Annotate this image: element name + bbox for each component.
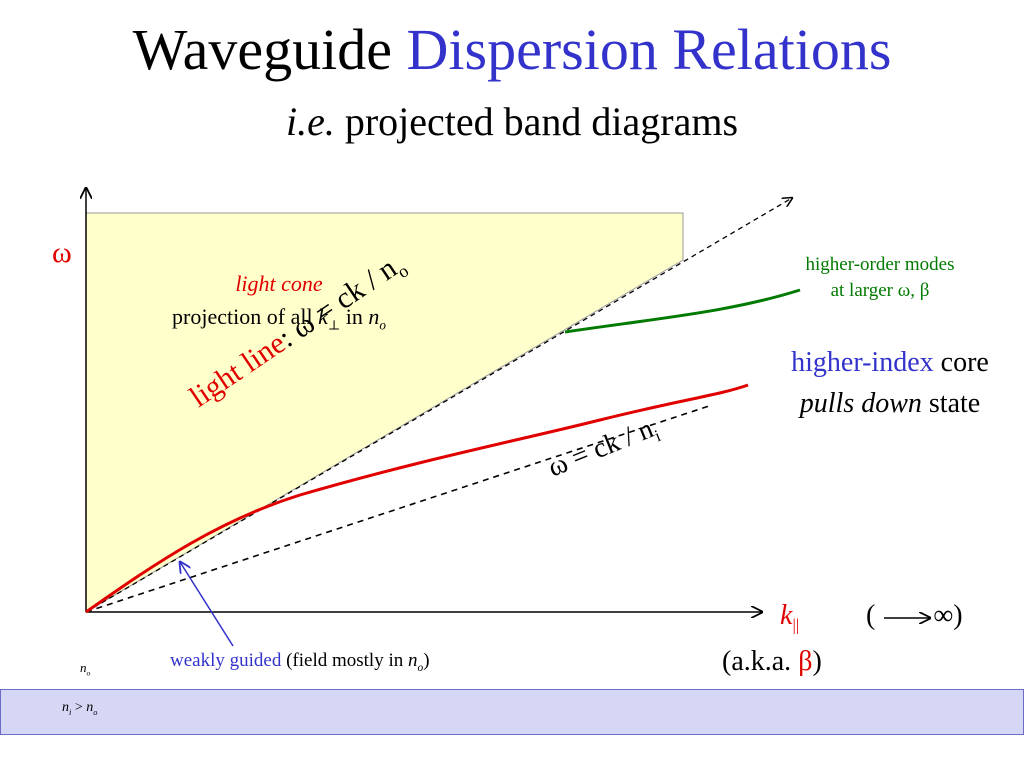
beta-symbol: β [798, 646, 813, 677]
light-cone-label: light cone projection of all k⊥ in no [144, 267, 414, 335]
weakly-guided-arrow [180, 562, 234, 647]
n-o-sub: o [379, 317, 386, 333]
footer-n1: n [62, 700, 69, 715]
title-part1: Waveguide [132, 17, 407, 82]
weakly-guided-text: weakly guided [170, 650, 282, 671]
footer-bar [0, 689, 1024, 735]
k-parallel-sub: || [792, 615, 800, 635]
field-mostly-text: (field mostly in [281, 650, 408, 671]
aka-label: (a.k.a. β) [722, 646, 822, 678]
limit-label: ( ∞) [866, 600, 963, 632]
n-o-sub-small: o [86, 668, 91, 678]
subtitle-rest: projected band diagrams [334, 99, 739, 144]
n-o-small-label: no [80, 660, 90, 678]
light-cone-in: in [340, 304, 369, 329]
higher-order-mode-curve [564, 288, 801, 334]
weakly-guided-label: weakly guided (field mostly in no) [170, 650, 430, 674]
higher-index-label: higher-index core pulls down state [760, 343, 1020, 424]
state-text: state [921, 387, 981, 419]
k-label: k [780, 600, 793, 631]
k-perp-sub: ⊥ [327, 317, 341, 333]
aka-after: ) [812, 646, 822, 677]
higher-order-line1: higher-order modes [805, 254, 955, 275]
n-symbol: n [368, 304, 380, 329]
footer-sub1: i [69, 707, 72, 717]
light-line-no [85, 198, 792, 613]
title-part2: Dispersion Relations [406, 17, 892, 82]
higher-order-label: higher-order modes at larger ω, β [780, 252, 980, 303]
x-axis-label: k|| [780, 600, 799, 636]
weakly-n-sub: o [417, 661, 424, 674]
footer-sub2: o [93, 707, 98, 717]
limit-close: ∞) [933, 600, 963, 631]
light-cone-desc-text: projection of all [172, 304, 319, 329]
aka-before: (a.k.a. [722, 646, 799, 677]
fundamental-mode-curve [85, 383, 749, 614]
subtitle-italic: i.e. [285, 99, 335, 144]
limit-open: ( [866, 600, 876, 631]
light-cone-desc: projection of all k⊥ in no [144, 300, 414, 335]
weakly-n: n [407, 650, 418, 671]
k-symbol: k [318, 304, 328, 329]
footer-n2: n [86, 700, 94, 715]
n-o-n: n [80, 660, 87, 675]
higher-index-core: core [933, 347, 989, 378]
higher-order-line2: at larger ω, β [830, 279, 930, 301]
y-axis-label: ω [52, 236, 72, 269]
light-cone-title: light cone [235, 271, 323, 296]
pulls-down-text: pulls down [799, 387, 922, 419]
footer-condition: ni > no [62, 700, 97, 717]
page-title: Waveguide Dispersion Relations [0, 18, 1024, 82]
page-subtitle: i.e. projected band diagrams [0, 100, 1024, 144]
weakly-end: ) [423, 650, 430, 671]
footer-op: > [71, 700, 87, 715]
higher-index-blue: higher-index [791, 347, 934, 378]
